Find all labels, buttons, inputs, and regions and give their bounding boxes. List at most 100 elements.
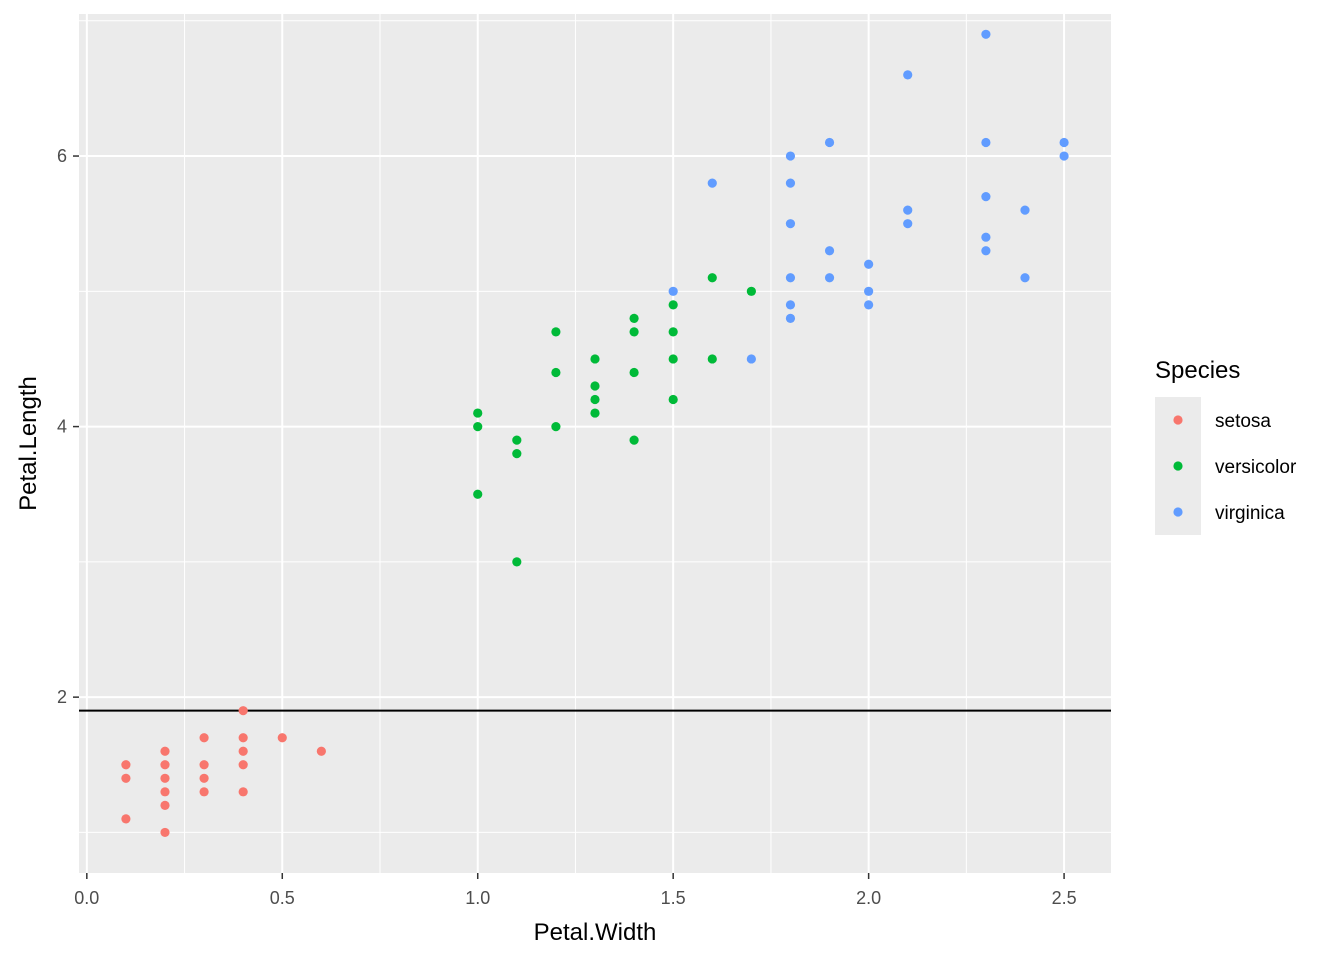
- point-versicolor: [590, 408, 600, 418]
- point-versicolor: [590, 381, 600, 391]
- point-virginica: [1020, 205, 1030, 215]
- point-virginica: [824, 246, 835, 256]
- legend-label-setosa: setosa: [1215, 411, 1271, 432]
- point-setosa: [160, 827, 170, 838]
- point-virginica: [707, 178, 717, 188]
- point-virginica: [1020, 273, 1030, 283]
- x-tick-label: 1.5: [661, 888, 686, 908]
- point-versicolor: [668, 327, 678, 337]
- legend-label-virginica: virginica: [1215, 503, 1285, 524]
- point-virginica: [981, 246, 991, 256]
- x-tick-label: 0.0: [74, 888, 99, 908]
- x-tick-label: 1.0: [465, 888, 490, 908]
- point-versicolor: [590, 354, 600, 364]
- point-virginica: [785, 178, 796, 188]
- point-virginica: [864, 286, 874, 296]
- legend-item-virginica: virginica: [1173, 503, 1285, 524]
- point-setosa: [316, 746, 326, 756]
- point-setosa: [238, 733, 248, 743]
- point-versicolor: [629, 435, 639, 445]
- point-virginica: [1059, 137, 1069, 148]
- legend-item-setosa: setosa: [1173, 411, 1271, 432]
- point-versicolor: [746, 286, 756, 296]
- legend: Species setosa versicolor virginica: [1155, 357, 1297, 535]
- point-virginica: [824, 273, 835, 283]
- point-setosa: [238, 706, 248, 716]
- point-setosa: [160, 787, 170, 797]
- point-virginica: [981, 29, 991, 39]
- point-setosa: [238, 760, 248, 770]
- point-setosa: [199, 733, 209, 743]
- point-setosa: [121, 773, 131, 783]
- point-setosa: [160, 746, 170, 756]
- point-virginica: [981, 232, 991, 242]
- point-virginica: [903, 70, 913, 80]
- x-tick-label: 2.0: [856, 888, 881, 908]
- point-virginica: [981, 192, 991, 202]
- point-versicolor: [473, 421, 483, 432]
- point-versicolor: [629, 367, 639, 378]
- point-versicolor: [707, 273, 717, 283]
- legend-key-versicolor: [1173, 461, 1183, 471]
- point-virginica: [785, 273, 796, 283]
- plot-panel: [79, 14, 1111, 873]
- point-versicolor: [707, 354, 717, 364]
- point-versicolor: [473, 408, 483, 418]
- point-virginica: [981, 137, 991, 148]
- legend-key-virginica: [1173, 507, 1183, 517]
- point-versicolor: [512, 449, 522, 459]
- point-setosa: [199, 773, 209, 783]
- point-virginica: [903, 219, 913, 229]
- y-axis-ticks: 2 4 6: [57, 146, 79, 707]
- point-setosa: [199, 760, 209, 770]
- legend-key-setosa: [1173, 415, 1183, 425]
- major-gridlines: [79, 14, 1111, 873]
- point-virginica: [785, 219, 796, 229]
- point-versicolor: [629, 313, 639, 323]
- point-versicolor: [512, 557, 522, 567]
- minor-gridlines: [79, 14, 1111, 873]
- point-setosa: [238, 746, 248, 756]
- point-virginica: [668, 286, 678, 296]
- point-setosa: [160, 760, 170, 770]
- point-virginica: [824, 137, 835, 148]
- x-tick-label: 0.5: [270, 888, 295, 908]
- y-tick-label: 4: [57, 417, 67, 437]
- point-virginica: [864, 300, 874, 310]
- x-tick-label: 2.5: [1052, 888, 1077, 908]
- point-versicolor: [668, 354, 678, 364]
- point-setosa: [121, 814, 131, 824]
- legend-item-versicolor: versicolor: [1173, 457, 1297, 478]
- point-versicolor: [473, 489, 483, 499]
- point-virginica: [785, 300, 796, 310]
- y-tick-label: 6: [57, 146, 67, 166]
- point-versicolor: [629, 327, 639, 337]
- data-points: [121, 29, 1069, 838]
- legend-label-versicolor: versicolor: [1215, 457, 1297, 478]
- point-versicolor: [668, 394, 678, 405]
- point-versicolor: [551, 367, 561, 378]
- point-versicolor: [551, 421, 561, 432]
- point-virginica: [746, 354, 756, 364]
- point-setosa: [199, 787, 209, 797]
- y-tick-label: 2: [57, 687, 67, 707]
- point-setosa: [238, 787, 248, 797]
- point-virginica: [1059, 151, 1069, 161]
- point-virginica: [785, 313, 796, 323]
- point-setosa: [160, 773, 170, 783]
- point-setosa: [160, 800, 170, 810]
- point-virginica: [785, 151, 796, 161]
- x-axis-ticks: 0.0 0.5 1.0 1.5 2.0 2.5: [74, 873, 1077, 908]
- x-axis-title: Petal.Width: [534, 919, 657, 946]
- point-virginica: [864, 259, 874, 269]
- point-versicolor: [668, 300, 678, 310]
- point-setosa: [121, 760, 131, 770]
- y-axis-title: Petal.Length: [15, 376, 42, 511]
- point-versicolor: [551, 327, 561, 337]
- point-virginica: [903, 205, 913, 215]
- point-versicolor: [590, 394, 600, 405]
- point-setosa: [277, 733, 287, 743]
- point-versicolor: [512, 435, 522, 445]
- legend-title: Species: [1155, 357, 1240, 384]
